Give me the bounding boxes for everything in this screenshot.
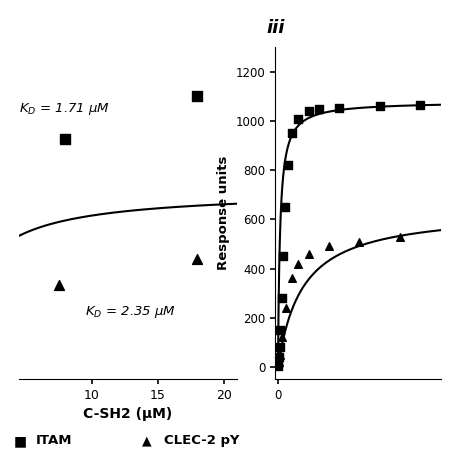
Point	[274, 362, 282, 369]
Text: $\mathit{K_D}$ = 1.71 μM: $\mathit{K_D}$ = 1.71 μM	[19, 100, 110, 117]
Point	[275, 353, 283, 361]
Point	[274, 362, 282, 369]
X-axis label: C-SH2 (μM): C-SH2 (μM)	[83, 408, 173, 421]
Text: iii: iii	[266, 19, 285, 37]
Point	[294, 260, 302, 267]
Point	[278, 294, 285, 302]
Point	[289, 129, 296, 137]
Text: ■: ■	[14, 434, 27, 448]
Point	[193, 92, 201, 100]
Y-axis label: Response units: Response units	[217, 156, 230, 271]
Text: ITAM: ITAM	[36, 434, 72, 447]
Point	[279, 253, 287, 260]
Point	[396, 233, 404, 240]
Point	[276, 344, 283, 351]
Point	[325, 243, 333, 250]
Point	[376, 102, 383, 110]
Point	[278, 334, 286, 341]
Text: CLEC-2 pY: CLEC-2 pY	[164, 434, 239, 447]
Point	[305, 108, 312, 115]
Point	[356, 238, 363, 246]
Point	[276, 351, 284, 358]
Point	[277, 326, 284, 334]
Point	[284, 162, 292, 169]
Point	[305, 250, 312, 258]
Point	[289, 274, 296, 282]
Text: ▲: ▲	[142, 434, 152, 447]
Point	[315, 105, 322, 113]
Point	[294, 115, 302, 122]
Point	[417, 101, 424, 109]
Point	[281, 203, 289, 211]
Point	[193, 255, 201, 263]
Point	[274, 359, 282, 367]
Text: $\mathit{K_D}$ = 2.35 μM: $\mathit{K_D}$ = 2.35 μM	[85, 303, 176, 319]
Point	[62, 136, 69, 143]
Point	[283, 304, 290, 312]
Point	[275, 358, 283, 366]
Point	[55, 281, 63, 289]
Point	[335, 104, 343, 111]
